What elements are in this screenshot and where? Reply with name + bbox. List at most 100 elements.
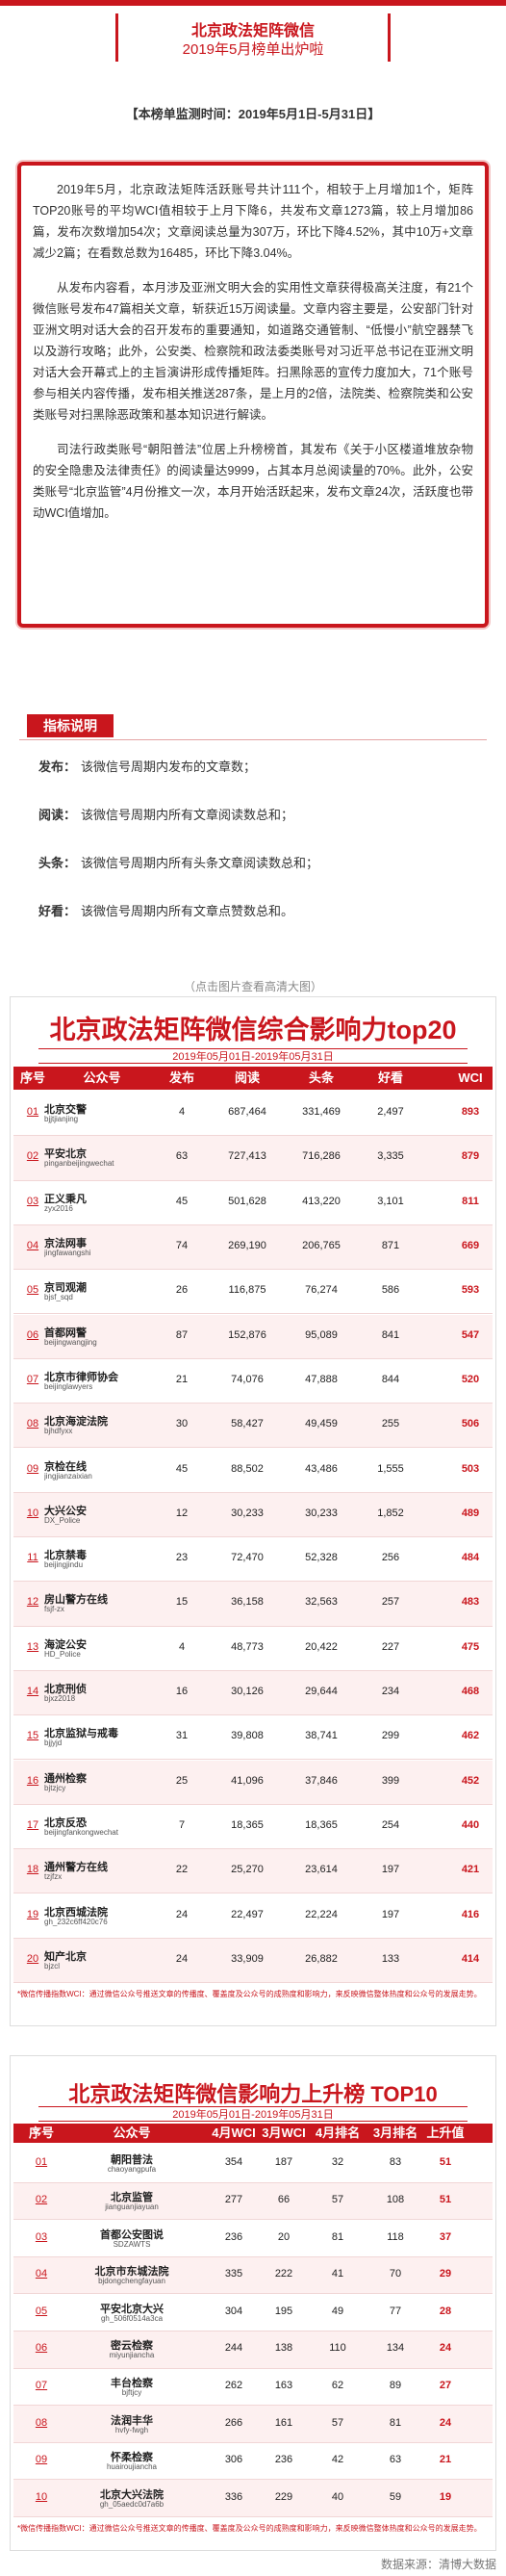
account-id: bjdongchengfayuan	[98, 2277, 165, 2286]
cell: 76,274	[305, 1284, 338, 1297]
cell: 23,614	[305, 1864, 338, 1876]
cell: 687,464	[228, 1106, 266, 1119]
account-id: gh_506f0514a3ca	[100, 2313, 164, 2323]
rank: 05	[26, 1284, 39, 1297]
account-name: 北京监狱与戒毒	[44, 1728, 118, 1740]
column-header: 3月WCI	[262, 2125, 306, 2140]
indicator-desc: 该微信号周期内所有头条文章阅读数总和；	[81, 856, 319, 870]
cell: 62	[331, 2379, 344, 2391]
rank: 06	[35, 2342, 48, 2355]
cell: 24	[175, 1952, 189, 1965]
account-name: 通州警方在线	[44, 1862, 108, 1874]
cell: 116,875	[228, 1284, 266, 1297]
account-name: 通州检察	[44, 1772, 87, 1785]
rank: 09	[35, 2454, 48, 2466]
table-row	[13, 1582, 493, 1627]
rank: 02	[26, 1150, 39, 1163]
period: 【本榜单监测时间：2019年5月1日-5月31日】	[125, 107, 381, 121]
cell: 197	[381, 1864, 400, 1876]
cell: 43,486	[305, 1462, 338, 1475]
rank: 01	[35, 2156, 48, 2169]
rank: 17	[26, 1818, 39, 1831]
cell: 269,190	[228, 1240, 266, 1252]
cell: 195	[274, 2305, 293, 2317]
cell: 306	[224, 2454, 243, 2466]
cell: 133	[381, 1952, 400, 1965]
rank: 16	[26, 1774, 39, 1787]
cell: 32	[331, 2156, 344, 2169]
account-id: SDZAWTS	[113, 2239, 151, 2249]
table-row	[13, 2294, 493, 2331]
rank: 02	[35, 2193, 48, 2205]
cell: 236	[224, 2230, 243, 2243]
indicator-desc: 该微信号周期内发布的文章数；	[81, 760, 257, 774]
cell: 63	[175, 1150, 189, 1163]
cell: 811	[462, 1195, 479, 1207]
cell: 484	[461, 1552, 480, 1564]
cell: 138	[274, 2342, 293, 2355]
cell: 416	[461, 1908, 480, 1920]
rank: 13	[26, 1640, 39, 1653]
cell: 841	[381, 1328, 400, 1341]
cell: 22,224	[305, 1908, 338, 1920]
account-id: chaoyangpufa	[107, 2165, 157, 2175]
account-id: HD_Police	[44, 1649, 81, 1659]
cell: 74,076	[231, 1373, 264, 1385]
account-name: 北京市律师协会	[44, 1371, 118, 1383]
column-header: 序号	[28, 2125, 54, 2140]
cell: 24	[439, 2342, 452, 2355]
cell: 21	[175, 1373, 189, 1385]
rank: 07	[35, 2379, 48, 2391]
rank: 04	[26, 1240, 39, 1252]
account-id: beijingfankongwechat	[44, 1827, 118, 1837]
summary-box	[17, 162, 489, 628]
cell: 844	[381, 1373, 400, 1385]
rank: 08	[35, 2416, 48, 2429]
column-header: 阅读	[234, 1070, 260, 1085]
cell: 28	[439, 2305, 452, 2317]
table-row	[13, 1092, 493, 1137]
rank: 15	[26, 1730, 39, 1742]
table-header-bg	[13, 2124, 493, 2143]
cell: 399	[381, 1774, 400, 1787]
account-name: 北京海淀法院	[44, 1416, 108, 1429]
column-header: 4月WCI	[212, 2125, 256, 2140]
account-id: miyunjiancha	[109, 2351, 155, 2360]
account-name: 怀柔检察	[111, 2452, 153, 2464]
cell: 30,233	[305, 1507, 338, 1519]
cell: 81	[331, 2230, 344, 2243]
cell: 222	[274, 2268, 293, 2280]
account-name: 密云检察	[111, 2340, 153, 2353]
cell: 440	[461, 1818, 480, 1831]
cell: 51	[439, 2193, 452, 2205]
cell: 23	[175, 1552, 189, 1564]
table-row	[13, 1180, 493, 1225]
column-header: 上升值	[426, 2125, 465, 2140]
cell: 110	[329, 2342, 346, 2355]
cell: 24	[175, 1908, 189, 1920]
cell: 421	[461, 1864, 480, 1876]
cell: 72,470	[231, 1552, 264, 1564]
account-name: 北京交警	[44, 1104, 87, 1117]
cell: 20	[277, 2230, 291, 2243]
cell: 414	[461, 1952, 480, 1965]
cell: 1,555	[377, 1462, 404, 1475]
cell: 1,852	[377, 1507, 404, 1519]
cell: 33,909	[231, 1952, 264, 1965]
rank: 06	[26, 1328, 39, 1341]
account-name: 京检在线	[44, 1460, 87, 1473]
cell: 63	[389, 2454, 402, 2466]
cell: 77	[389, 2305, 402, 2317]
cell: 45	[175, 1195, 189, 1207]
table-row	[13, 1136, 493, 1181]
table-row	[13, 2146, 493, 2183]
cell: 262	[224, 2379, 243, 2391]
cell: 83	[389, 2156, 402, 2169]
cell: 47,888	[305, 1373, 338, 1385]
cell: 118	[387, 2230, 404, 2243]
subtitle: 2019年5月榜单出炉啦	[182, 41, 324, 58]
rank: 11	[27, 1552, 38, 1564]
cell: 16	[175, 1686, 189, 1698]
cell: 255	[381, 1418, 400, 1430]
